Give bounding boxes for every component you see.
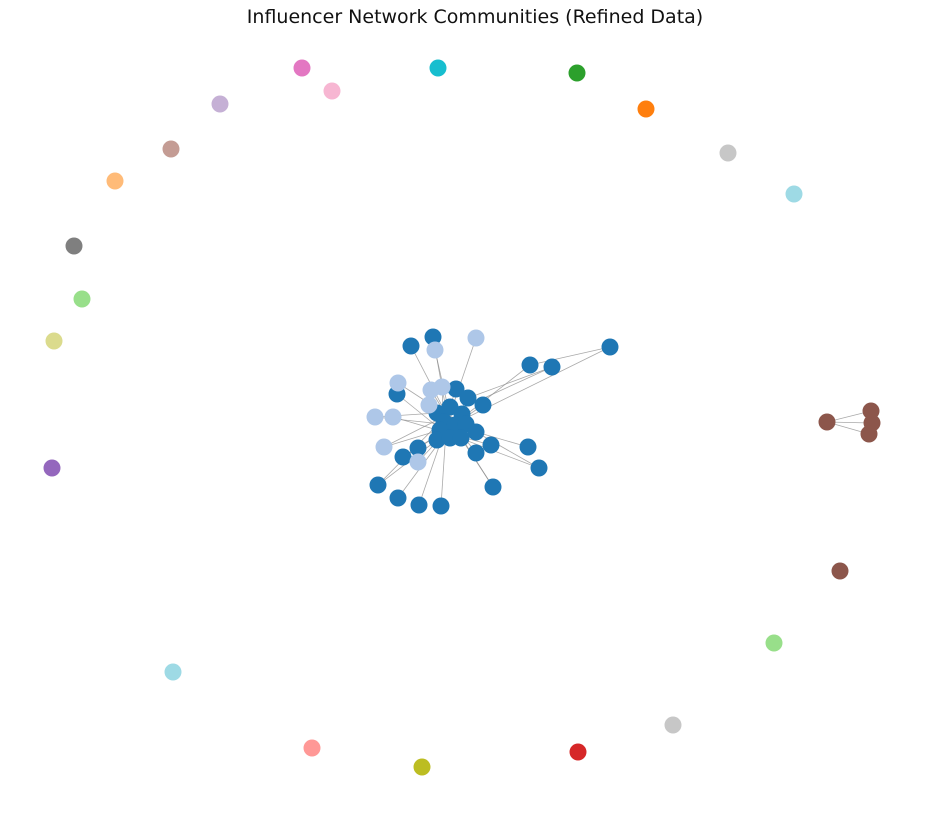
network-node-blue	[484, 478, 502, 496]
network-node-blue	[447, 380, 465, 398]
network-edge	[383, 429, 441, 448]
network-node-light-blue	[426, 341, 444, 359]
network-node-blue	[452, 429, 470, 447]
network-node-light-blue	[375, 438, 393, 456]
network-node-blue	[459, 389, 477, 407]
network-node-light-blue	[384, 408, 402, 426]
network-node-light-blue	[409, 453, 427, 471]
network-edge	[460, 437, 494, 488]
network-node-blue	[482, 436, 500, 454]
network-node-light-orange	[106, 172, 124, 190]
network-node-blue	[519, 438, 537, 456]
network-node-blue	[409, 439, 427, 457]
network-node-light-blue	[366, 408, 384, 426]
network-node-blue	[402, 337, 420, 355]
network-node-blue	[428, 431, 446, 449]
network-node-blue	[530, 459, 548, 477]
network-node-tan	[162, 140, 180, 158]
network-node-purple	[43, 459, 61, 477]
network-node-blue	[467, 444, 485, 462]
network-node-light-cyan	[164, 663, 182, 681]
network-node-gray	[65, 237, 83, 255]
network-edge	[529, 346, 611, 366]
network-node-blue	[394, 448, 412, 466]
network-node-blue	[389, 489, 407, 507]
network-node-light-cyan	[785, 185, 803, 203]
network-node-light-green	[73, 290, 91, 308]
network-node-red	[569, 743, 587, 761]
network-node-orange	[637, 100, 655, 118]
network-node-blue	[601, 338, 619, 356]
chart-title: Influencer Network Communities (Refined …	[246, 6, 704, 28]
network-node-pink	[293, 59, 311, 77]
network-node-light-blue	[389, 374, 407, 392]
network-node-light-green	[765, 634, 783, 652]
network-node-light-blue	[467, 329, 485, 347]
network-node-blue	[410, 496, 428, 514]
network-node-blue	[474, 396, 492, 414]
network-node-light-blue	[420, 396, 438, 414]
network-node-brown	[860, 425, 878, 443]
network-node-olive	[413, 758, 431, 776]
network-node-blue	[432, 497, 450, 515]
network-edge	[467, 366, 553, 399]
network-node-olive-light	[45, 332, 63, 350]
network-node-brown	[831, 562, 849, 580]
network-node-light-gray	[664, 716, 682, 734]
network-node-salmon	[303, 739, 321, 757]
node-layer	[43, 59, 881, 776]
network-node-blue	[424, 328, 442, 346]
network-node-blue	[369, 476, 387, 494]
network-node-light-blue	[433, 378, 451, 396]
network-node-blue	[467, 423, 485, 441]
network-node-cyan	[429, 59, 447, 77]
network-node-light-pink	[323, 82, 341, 100]
network-node-blue	[521, 356, 539, 374]
network-edge	[374, 412, 438, 418]
network-node-lavender	[211, 95, 229, 113]
network-node-light-gray	[719, 144, 737, 162]
network-node-brown	[818, 413, 836, 431]
network-node-blue	[543, 358, 561, 376]
network-node-green	[568, 64, 586, 82]
